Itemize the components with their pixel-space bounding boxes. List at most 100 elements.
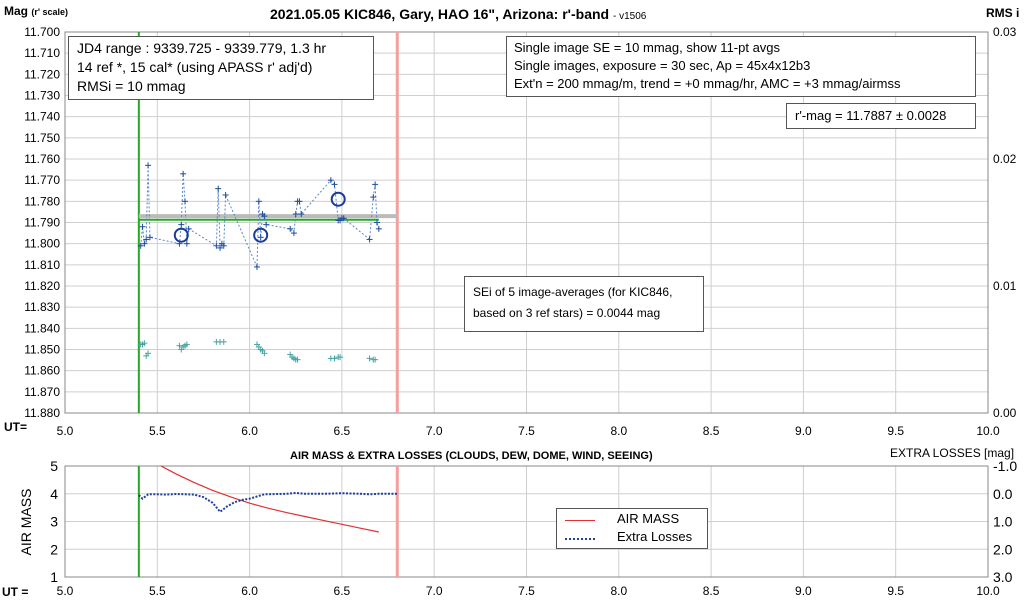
y-tick-label: 11.870: [24, 385, 60, 399]
mean-mag-box: r'-mag = 11.7887 ± 0.0028: [786, 103, 976, 129]
chart2-title: AIR MASS & EXTRA LOSSES (CLOUDS, DEW, DO…: [290, 450, 653, 462]
info-line: Ext'n = 200 mmag/m, trend = +0 mmag/hr, …: [514, 76, 901, 91]
single-image-point: [146, 234, 153, 241]
single-image-point: [178, 221, 185, 228]
legend-label-airmass: AIR MASS: [617, 511, 680, 526]
single-image-point: [183, 240, 190, 247]
single-image-point: [141, 240, 148, 247]
chart-version: - v1506: [613, 11, 647, 22]
single-image-point: [143, 236, 150, 243]
airmass-tick-label: 4: [50, 486, 58, 502]
airmass-tick-label: 2: [50, 541, 58, 557]
chart2-legend: AIR MASS Extra Losses: [556, 508, 708, 549]
airmass-line: [160, 465, 379, 533]
single-image-point: [298, 211, 305, 218]
rms-point: [183, 341, 190, 348]
x-axis-label: UT=: [4, 420, 28, 434]
info-line: 14 ref *, 15 cal* (using APASS r' adj'd): [77, 59, 313, 75]
x-tick-label: 6.5: [334, 424, 351, 438]
single-image-point: [292, 211, 299, 218]
single-image-point: [287, 225, 294, 232]
y-tick-label: 11.720: [24, 67, 60, 81]
x-tick-label: 9.5: [887, 424, 904, 438]
x2-tick-label: 6.5: [334, 584, 351, 598]
info-line: RMSi = 10 mmag: [77, 78, 186, 94]
y-tick-label: 11.790: [24, 216, 60, 230]
single-image-point: [253, 263, 260, 270]
y2-tick-label: 0.02: [993, 152, 1017, 166]
losses-tick-label: 1.0: [993, 514, 1013, 530]
plot-border: [64, 31, 989, 414]
rms-point: [220, 338, 227, 345]
losses-tick-label: -1.0: [993, 458, 1017, 474]
info-line: Single image SE = 10 mmag, show 11-pt av…: [514, 40, 781, 55]
losses-tick-label: 2.0: [993, 541, 1013, 557]
single-image-point: [327, 177, 334, 184]
y-tick-label: 11.860: [24, 364, 60, 378]
x2-tick-label: 7.5: [518, 584, 535, 598]
single-image-point: [257, 234, 264, 241]
single-image-point: [296, 198, 303, 205]
single-image-point: [366, 236, 373, 243]
y-tick-label: 11.780: [24, 194, 60, 208]
single-image-point: [290, 230, 297, 237]
y-tick-label: 11.730: [24, 89, 60, 103]
info-line: SEi of 5 image-averages (for KIC846,: [473, 285, 673, 299]
single-image-point: [220, 242, 227, 249]
single-image-point: [261, 213, 268, 220]
y-tick-label: 11.830: [24, 300, 60, 314]
single-image-point: [185, 225, 192, 232]
info-box-range: JD4 range : 9339.725 - 9339.779, 1.3 hr …: [68, 36, 374, 100]
single-image-point: [263, 221, 270, 228]
rms-point: [145, 350, 152, 357]
x2-tick-label: 6.0: [241, 584, 258, 598]
airmass-tick-label: 3: [50, 514, 58, 530]
rms-point: [331, 355, 338, 362]
y-axis-sublabel: (r' scale): [31, 7, 69, 17]
x2-tick-label: 8.5: [703, 584, 720, 598]
single-image-point: [372, 181, 379, 188]
info-line: JD4 range : 9339.725 - 9339.779, 1.3 hr: [77, 40, 327, 56]
extra-losses-line: [138, 491, 398, 514]
y-tick-label: 11.700: [24, 25, 60, 39]
x-tick-label: 8.0: [610, 424, 627, 438]
single-image-point: [181, 198, 188, 205]
y-tick-label: 11.740: [24, 110, 60, 124]
info-line: based on 3 ref stars) = 0.0044 mag: [473, 306, 661, 320]
rms-point: [294, 356, 301, 363]
rms-point: [261, 350, 268, 357]
y-tick-label: 11.880: [24, 406, 60, 420]
rms-point: [366, 355, 373, 362]
y2-axis-label: RMS i: [986, 6, 1020, 20]
x2-tick-label: 5.0: [57, 584, 74, 598]
x-tick-label: 5.0: [57, 424, 74, 438]
x2-tick-label: 10.0: [976, 584, 1000, 598]
single-image-point: [213, 242, 220, 249]
y2-tick-label: 0.03: [993, 25, 1017, 39]
rms-point: [372, 356, 379, 363]
single-image-point: [340, 215, 347, 222]
y-tick-label: 11.810: [24, 258, 60, 272]
rms-point: [337, 354, 344, 361]
single-image-point: [139, 223, 146, 230]
average-point: [173, 227, 189, 243]
x-tick-label: 10.0: [976, 424, 1000, 438]
y-tick-label: 11.710: [24, 46, 60, 60]
info-box-settings: Single image SE = 10 mmag, show 11-pt av…: [506, 36, 976, 97]
plot2-border: [64, 465, 989, 578]
y-tick-label: 11.820: [24, 279, 60, 293]
average-point: [253, 227, 269, 243]
y-tick-label: 11.770: [24, 173, 60, 187]
x-tick-label: 6.0: [241, 424, 258, 438]
single-image-point: [375, 225, 382, 232]
losses-tick-label: 0.0: [993, 486, 1013, 502]
y-tick-label: 11.850: [24, 343, 60, 357]
legend-swatch-airmass: [565, 520, 595, 521]
chart2-y-label: AIR MASS: [18, 488, 34, 556]
single-image-point: [145, 162, 152, 169]
chart2-y2-label: EXTRA LOSSES [mag]: [890, 446, 1015, 460]
rms-point: [176, 342, 183, 349]
airmass-tick-label: 1: [50, 569, 58, 585]
single-image-point: [137, 242, 144, 249]
